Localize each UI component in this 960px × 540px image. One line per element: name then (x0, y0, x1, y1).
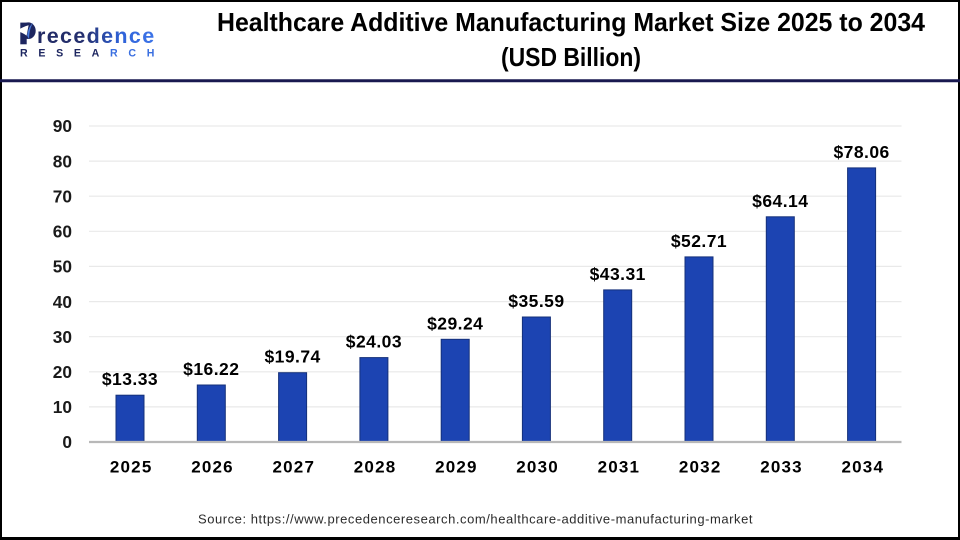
svg-text:$78.06: $78.06 (833, 142, 889, 162)
svg-text:60: 60 (53, 222, 72, 242)
svg-text:Healthcare Additive Manufactur: Healthcare Additive Manufacturing Market… (217, 7, 926, 37)
svg-text:80: 80 (53, 151, 72, 171)
svg-text:0: 0 (62, 432, 72, 452)
svg-text:recedence: recedence (37, 24, 156, 48)
svg-text:(USD Billion): (USD Billion) (501, 42, 641, 72)
svg-text:$16.22: $16.22 (183, 359, 239, 379)
svg-text:$64.14: $64.14 (752, 191, 808, 211)
svg-text:Source: https://www.precedence: Source: https://www.precedenceresearch.c… (198, 512, 753, 527)
svg-text:$24.03: $24.03 (346, 332, 402, 352)
svg-text:40: 40 (53, 292, 72, 312)
svg-text:$19.74: $19.74 (264, 347, 320, 367)
svg-text:70: 70 (53, 186, 72, 206)
svg-text:30: 30 (53, 327, 72, 347)
svg-text:2033: 2033 (760, 458, 803, 477)
svg-text:2029: 2029 (435, 458, 478, 477)
svg-text:50: 50 (53, 257, 72, 277)
svg-text:2026: 2026 (191, 458, 234, 477)
svg-text:$13.33: $13.33 (102, 369, 158, 389)
svg-text:$29.24: $29.24 (427, 313, 483, 333)
svg-text:RESEARCH: RESEARCH (20, 48, 165, 60)
svg-text:2028: 2028 (354, 458, 397, 477)
svg-text:2027: 2027 (272, 458, 315, 477)
svg-text:$52.71: $52.71 (671, 231, 727, 251)
svg-text:2025: 2025 (110, 458, 153, 477)
svg-text:2034: 2034 (841, 458, 884, 477)
svg-text:90: 90 (53, 116, 72, 136)
svg-text:$43.31: $43.31 (590, 264, 646, 284)
svg-text:2032: 2032 (679, 458, 722, 477)
svg-text:10: 10 (53, 397, 72, 417)
svg-text:2030: 2030 (516, 458, 559, 477)
svg-text:20: 20 (53, 362, 72, 382)
svg-text:$35.59: $35.59 (508, 291, 564, 311)
svg-text:2031: 2031 (598, 458, 641, 477)
